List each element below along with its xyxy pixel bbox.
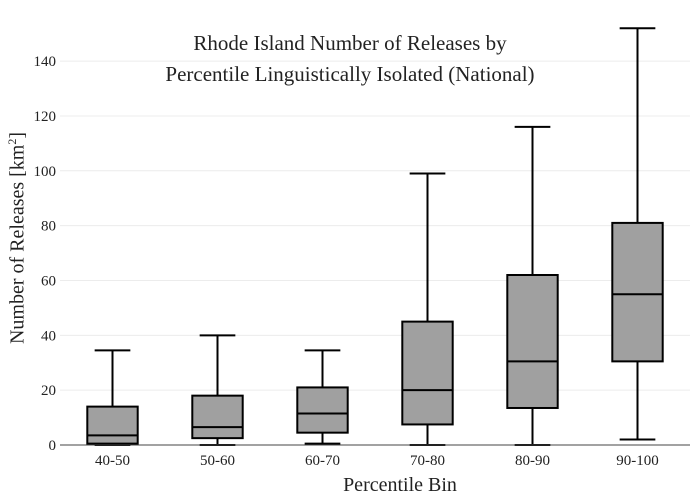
iqr-box [86, 405, 139, 445]
x-tick-label: 80-90 [515, 453, 550, 469]
box-80-90 [506, 125, 559, 446]
x-tick-label: 70-80 [410, 453, 445, 469]
iqr-box [191, 394, 244, 440]
box-40-50 [86, 349, 139, 446]
box-70-80 [401, 172, 454, 446]
box-90-100 [611, 27, 664, 441]
iqr-box [401, 320, 454, 426]
box-60-70 [296, 349, 349, 445]
y-tick-label: 120 [34, 109, 57, 125]
y-tick-label: 60 [41, 273, 56, 289]
y-tick-label: 100 [34, 164, 57, 180]
y-axis-label-superscript: 2 [4, 138, 19, 145]
y-tick-label: 40 [41, 328, 56, 344]
x-tick-label: 40-50 [95, 453, 130, 469]
x-tick-label: 50-60 [200, 453, 235, 469]
y-tick-label: 20 [41, 383, 56, 399]
iqr-box [611, 221, 664, 363]
y-axis-label-tail: ] [6, 131, 29, 139]
gridlines [60, 60, 690, 391]
iqr-box [296, 386, 349, 434]
box-series [86, 27, 664, 446]
x-tick-label: 90-100 [616, 453, 659, 469]
x-tick-label: 60-70 [305, 453, 340, 469]
y-tick-label: 80 [41, 219, 56, 235]
x-axis-label: Percentile Bin [343, 474, 457, 496]
axes: 0 20 40 60 80 100 120 140 40-50 50-60 60-70 70-80 80… [34, 54, 690, 469]
box-50-60 [191, 334, 244, 446]
y-tick-label: 140 [34, 54, 57, 70]
y-tick-label: 0 [49, 438, 57, 454]
iqr-box [506, 274, 559, 409]
y-axis-label-text: Number of Releases [km [6, 144, 29, 345]
